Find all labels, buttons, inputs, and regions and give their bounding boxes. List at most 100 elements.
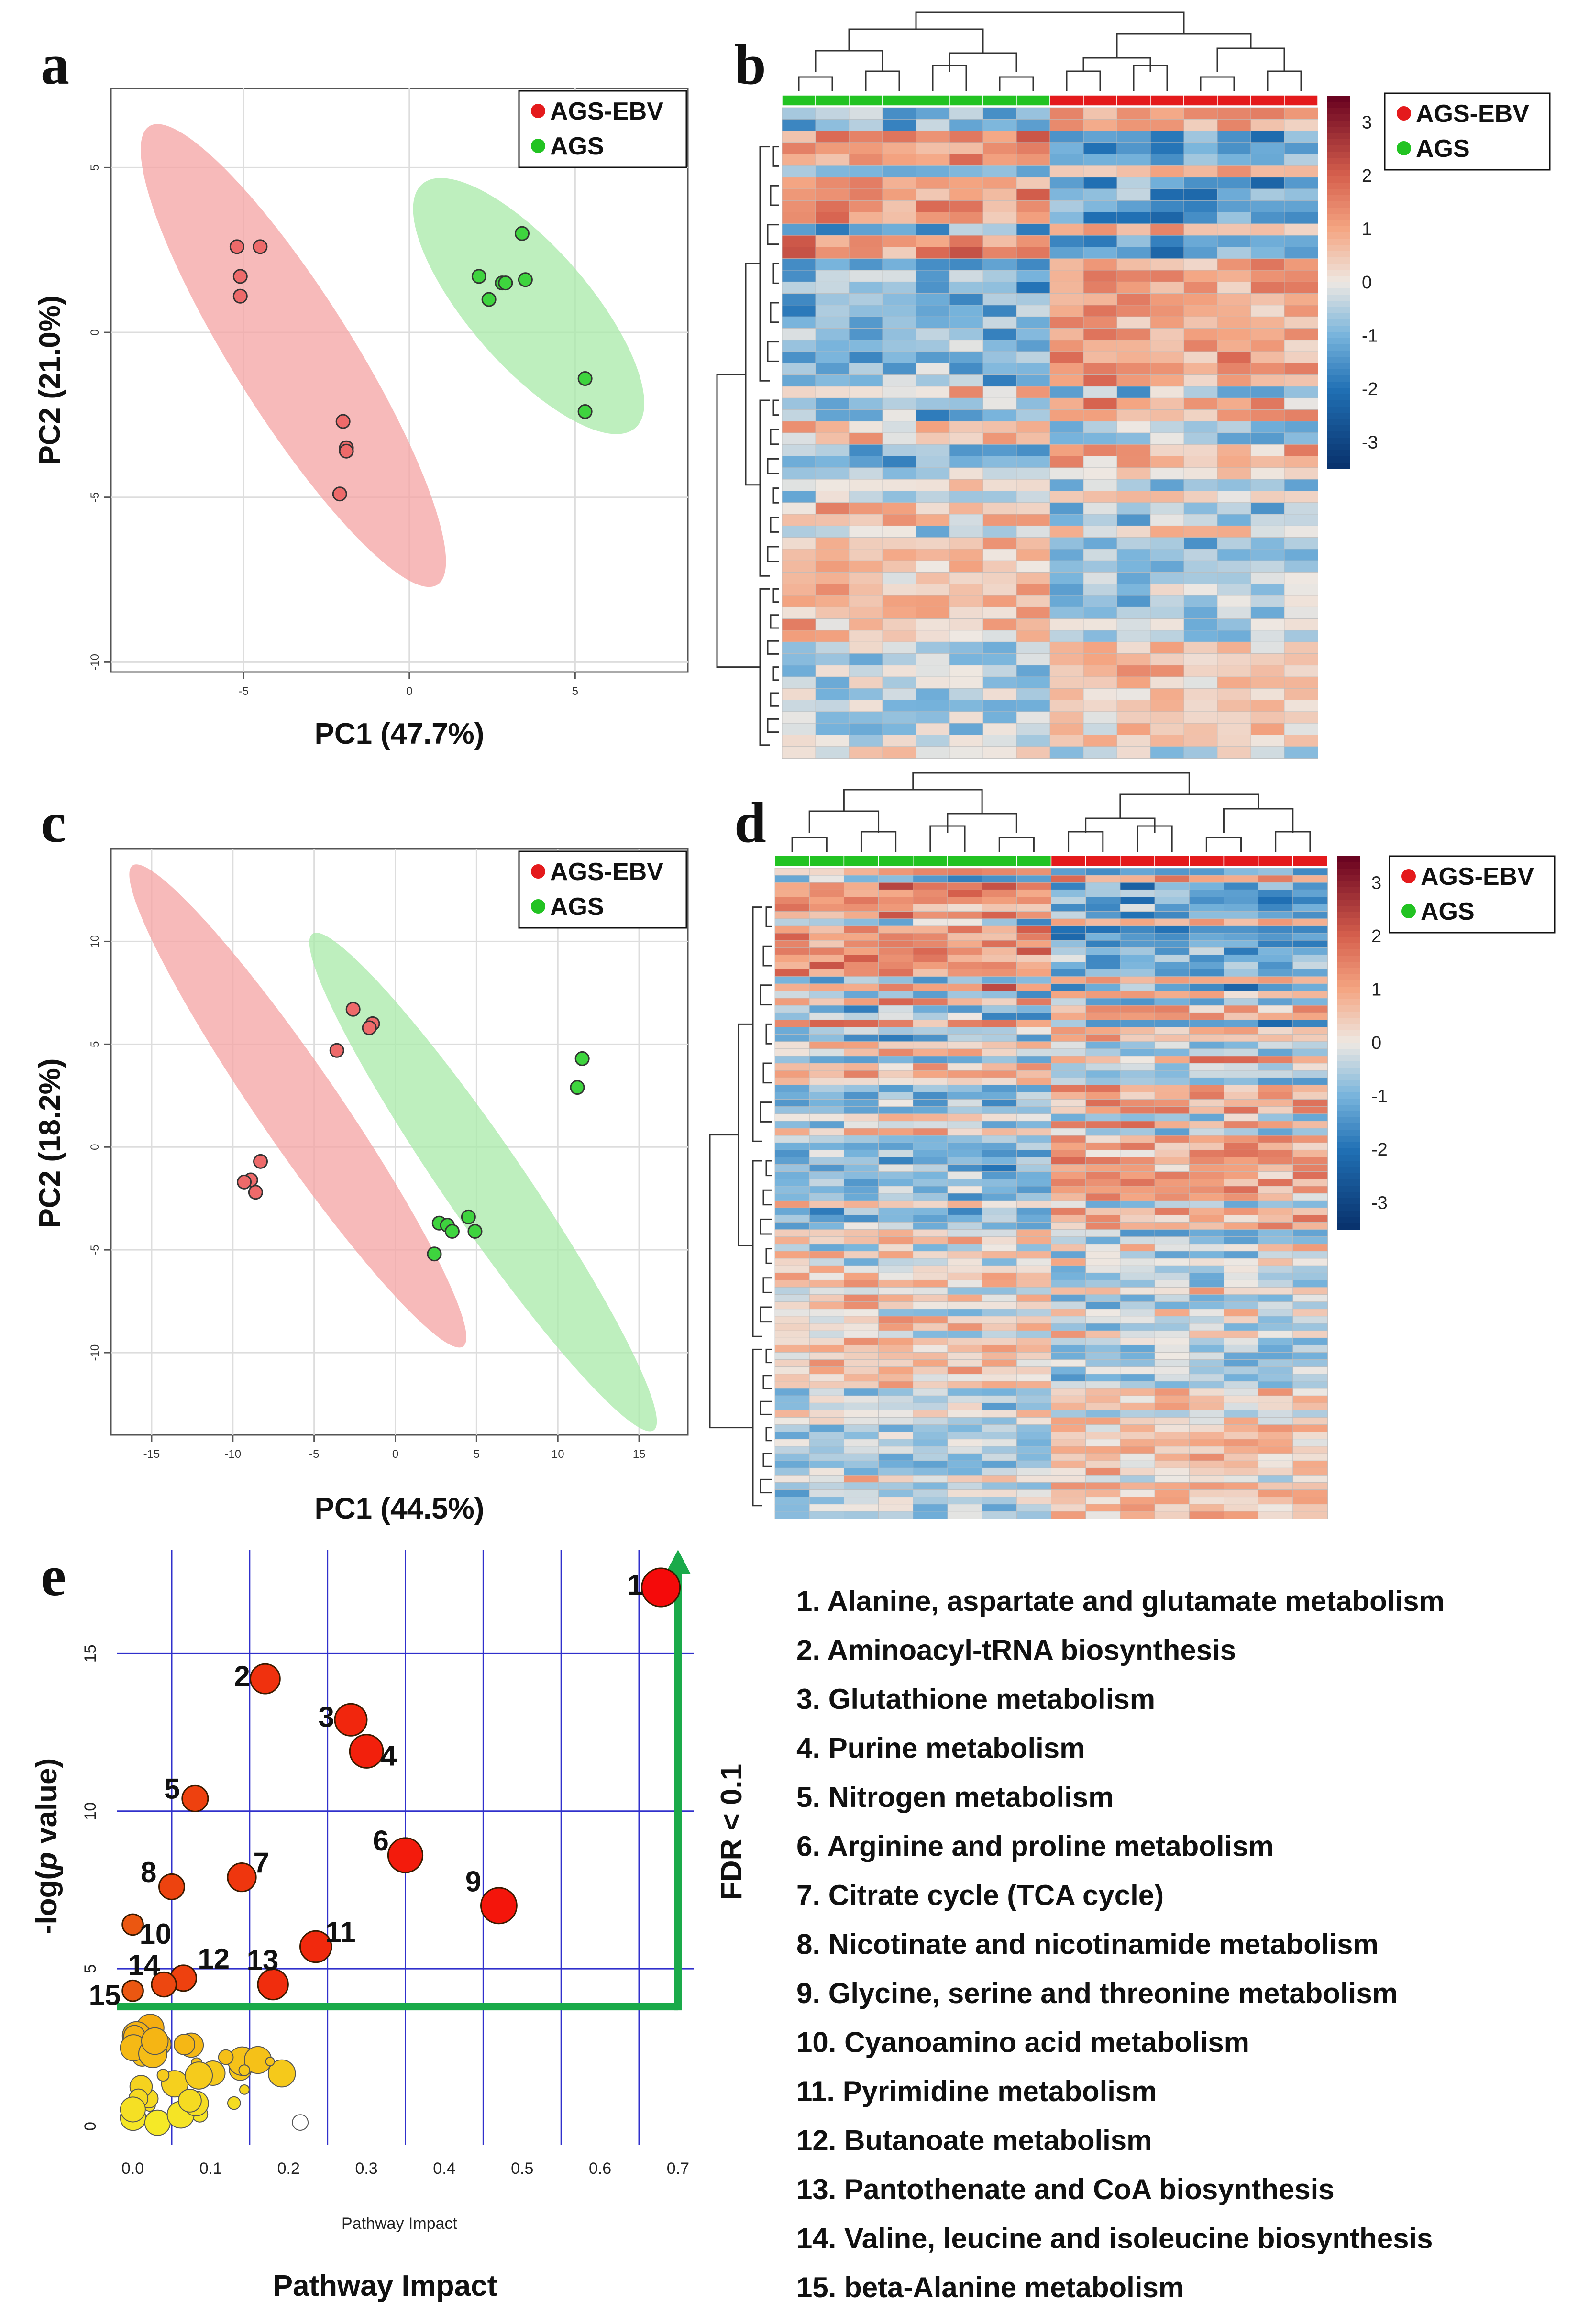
heatmap-cell [947,1272,983,1281]
heatmap-cell [1154,1402,1190,1411]
heatmap-cell [1258,1330,1293,1339]
heatmap-cell [982,1511,1017,1520]
heatmap-cell [982,991,1017,999]
heatmap-cell [1292,1099,1328,1107]
heatmap-cell [1292,1214,1328,1223]
heatmap-cell [843,1504,879,1512]
heatmap-cell [1016,983,1052,991]
x-tick-label-7: 0.7 [667,2159,689,2178]
heatmap-cell [913,1344,948,1353]
heatmap-cell [947,1323,983,1332]
heatmap-cell [947,1265,983,1274]
heatmap-cell [1051,1309,1086,1317]
heatmap-cell [982,421,1017,434]
heatmap-cell [843,1395,879,1404]
heatmap-cell [1049,479,1084,492]
heatmap-cell [982,1432,1017,1440]
heatmap-cell [878,1034,914,1042]
heatmap-cell [1154,1092,1190,1100]
colorbar-segment [1337,856,1360,863]
heatmap-cell [1150,456,1184,468]
heatmap-cell [1217,584,1251,596]
heatmap-cell [949,711,983,724]
heatmap-cell [1051,1005,1086,1013]
heatmap-cell [1120,1511,1156,1520]
heatmap-cell [1049,247,1084,259]
heatmap-cell [1051,1128,1086,1136]
heatmap-cell [809,1244,845,1252]
heatmap-cell [782,491,816,503]
heatmap-cell [1189,1330,1225,1339]
heatmap-cell [882,293,916,306]
heatmap-cell [1258,1207,1293,1216]
heatmap-cell [782,479,816,492]
heatmap-cell [913,1207,948,1216]
heatmap-cell [1224,1359,1259,1367]
heatmap-cell [1258,1121,1293,1129]
heatmap-cell [1217,606,1251,619]
heatmap-cell [1016,1171,1052,1179]
colorbar-segment [1327,226,1350,233]
heatmap-cell [1049,665,1084,677]
heatmap-cell [982,560,1017,573]
heatmap-cell [1083,212,1117,224]
heatmap-cell [1217,374,1251,387]
heatmap-cell [949,409,983,422]
heatmap-cell [878,1482,914,1490]
heatmap-cell [947,1374,983,1382]
pathway-point-7 [227,1862,257,1893]
heatmap-cell [1116,270,1151,283]
heatmap-cell [815,618,850,631]
heatmap-cell [1051,1446,1086,1454]
heatmap-cell [1292,911,1328,919]
row-dendro-branch [772,146,779,167]
colorbar-segment [1337,1086,1360,1093]
heatmap-cell [1189,1309,1225,1317]
heatmap-cell [1016,200,1050,213]
heatmap-cell [1016,340,1050,352]
heatmap-cell [1120,1157,1156,1165]
heatmap-cell [1217,165,1251,178]
heatmap-cell [1189,868,1225,876]
heatmap-cell [1217,305,1251,318]
row-dendro-branch [765,1023,772,1045]
heatmap-cell [1049,432,1084,445]
heatmap-cell [982,998,1017,1006]
pathway-list-item-1: 1. Alanine, aspartate and glutamate meta… [796,1585,1445,1617]
heatmap-cell [1217,444,1251,457]
row-dendro-branch [772,263,779,284]
heatmap-cell [947,1084,983,1093]
heatmap-cell [1120,875,1156,883]
colorbar-tick-3: 0 [1371,1033,1381,1053]
heatmap-cell [913,1121,948,1129]
heatmap-cell [1292,983,1328,991]
heatmap-cell [1150,421,1184,434]
heatmap-cell [843,947,879,956]
heatmap-cell [878,1381,914,1389]
heatmap-cell [1051,1092,1086,1100]
heatmap-cell [849,247,883,259]
heatmap-cell [1189,1374,1225,1382]
heatmap-cell [1085,1171,1121,1179]
x-tick-label-3: 0.3 [355,2159,377,2178]
heatmap-cell [1051,1113,1086,1122]
heatmap-cell [1250,154,1285,166]
heatmap-cell [1016,351,1050,364]
colorbar-segment [1337,893,1360,900]
heatmap-cell [1016,1113,1052,1122]
heatmap-cell [1189,1251,1225,1259]
xticks-c: -15 -10 -5 0 5 10 15 [143,1435,645,1461]
heatmap-cell [1150,618,1184,631]
heatmap-cell [1085,1504,1121,1512]
heatmap-cell [1258,1251,1293,1259]
heatmap-cell [1284,165,1318,178]
heatmap-cell [1085,1294,1121,1302]
heatmap-cell [1189,1041,1225,1049]
heatmap-cell [982,700,1017,712]
heatmap-cell [882,328,916,341]
heatmap-cell [947,1388,983,1397]
heatmap-cell [1085,1048,1121,1057]
heatmap-cell [1189,1497,1225,1505]
heatmap-cell [774,1041,810,1049]
heatmap-cell [1250,746,1285,759]
